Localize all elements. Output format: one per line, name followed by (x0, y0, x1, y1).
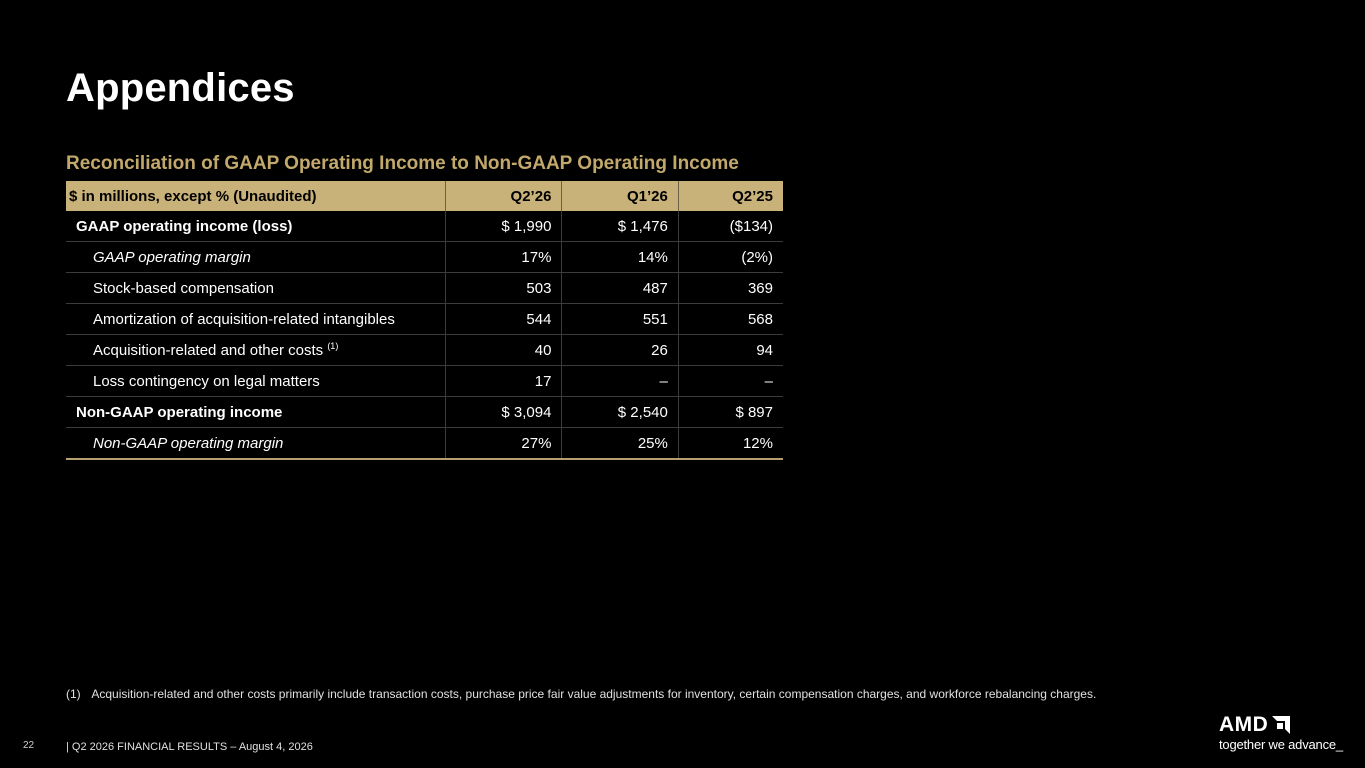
row-value: 503 (445, 272, 563, 304)
page-number: 22 (23, 740, 35, 751)
logo-wordmark: AMD (1219, 713, 1269, 736)
row-value: $ 1,476 (561, 211, 679, 242)
row-value: – (678, 365, 783, 397)
row-label-with-footnote: Acquisition-related and other costs (1) (66, 334, 446, 366)
amd-arrow-icon (1272, 716, 1290, 734)
row-label: Acquisition-related and other costs (93, 342, 324, 359)
row-value: 14% (561, 241, 679, 273)
tagline: together we advance_ (1219, 737, 1343, 752)
row-value: 94 (678, 334, 783, 366)
row-value: 544 (445, 303, 563, 335)
table-row: Loss contingency on legal matters 17 – – (66, 365, 783, 397)
reconciliation-table: $ in millions, except % (Unaudited) Q2’2… (66, 181, 783, 460)
row-value: ($134) (678, 211, 783, 242)
row-label: Non-GAAP operating income (66, 396, 446, 428)
row-label: GAAP operating income (loss) (66, 211, 446, 242)
page-title: Appendices (66, 66, 295, 110)
row-value: (2%) (678, 241, 783, 273)
row-value: 25% (561, 427, 679, 460)
column-header-label: $ in millions, except % (Unaudited) (66, 181, 446, 211)
table-row: GAAP operating margin 17% 14% (2%) (66, 241, 783, 273)
row-value: 26 (561, 334, 679, 366)
table-title: Reconciliation of GAAP Operating Income … (66, 153, 739, 174)
table-row: Non-GAAP operating margin 27% 25% 12% (66, 427, 783, 460)
row-value: 40 (445, 334, 563, 366)
row-value: – (561, 365, 679, 397)
footer-text: | Q2 2026 FINANCIAL RESULTS – August 4, … (66, 741, 313, 753)
column-header-q2-26: Q2’26 (445, 181, 563, 211)
row-label: Non-GAAP operating margin (66, 427, 446, 460)
row-value: 568 (678, 303, 783, 335)
table-row: Acquisition-related and other costs (1) … (66, 334, 783, 366)
row-label: Loss contingency on legal matters (66, 365, 446, 397)
column-header-q2-25: Q2’25 (678, 181, 783, 211)
footnote-text: Acquisition-related and other costs prim… (91, 687, 1097, 701)
row-value: $ 3,094 (445, 396, 563, 428)
amd-logo: AMD together we advance_ (1219, 713, 1349, 755)
row-value: 551 (561, 303, 679, 335)
table-row: Stock-based compensation 503 487 369 (66, 272, 783, 304)
table-row: GAAP operating income (loss) $ 1,990 $ 1… (66, 211, 783, 242)
row-value: $ 1,990 (445, 211, 563, 242)
row-value: $ 897 (678, 396, 783, 428)
row-label: Stock-based compensation (66, 272, 446, 304)
row-value: 12% (678, 427, 783, 460)
row-value: 487 (561, 272, 679, 304)
table-row: Amortization of acquisition-related inta… (66, 303, 783, 335)
row-value: 369 (678, 272, 783, 304)
row-label: GAAP operating margin (66, 241, 446, 273)
table-row: Non-GAAP operating income $ 3,094 $ 2,54… (66, 396, 783, 428)
row-label: Amortization of acquisition-related inta… (66, 303, 446, 335)
footnote-marker: (1) (327, 341, 339, 351)
row-value: 17 (445, 365, 563, 397)
row-value: 27% (445, 427, 563, 460)
footnote: (1) Acquisition-related and other costs … (66, 687, 1096, 701)
row-value: $ 2,540 (561, 396, 679, 428)
table-header-row: $ in millions, except % (Unaudited) Q2’2… (66, 181, 783, 211)
footnote-number: (1) (66, 687, 81, 701)
row-value: 17% (445, 241, 563, 273)
column-header-q1-26: Q1’26 (561, 181, 679, 211)
